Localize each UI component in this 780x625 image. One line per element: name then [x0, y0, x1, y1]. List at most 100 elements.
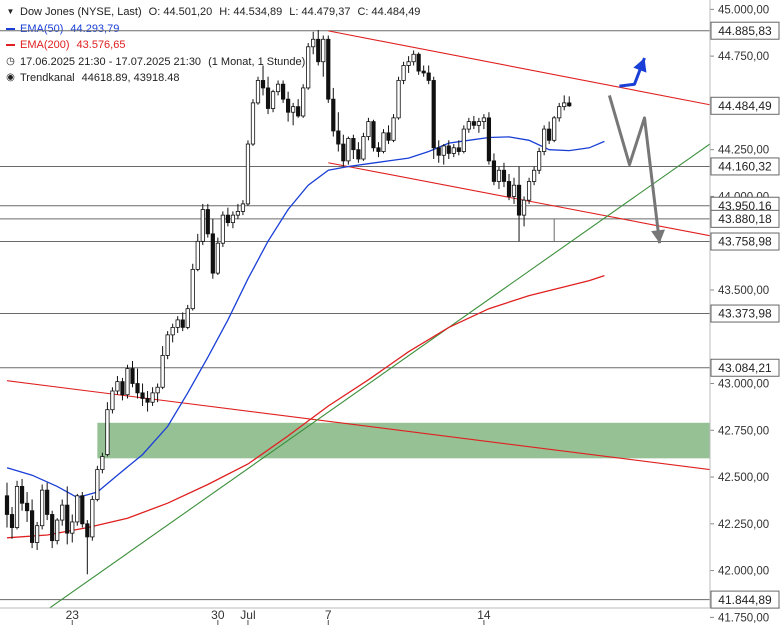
y-tick-label: 42.000,00	[718, 566, 769, 578]
candle-down	[341, 143, 346, 162]
candle-up	[511, 184, 517, 197]
candle-up	[441, 145, 446, 156]
candle-down	[356, 149, 361, 160]
candle-up	[381, 132, 386, 152]
candle-down	[80, 495, 85, 525]
candle-up	[75, 495, 80, 523]
candle-up	[526, 181, 532, 201]
legend-period-row: ◷ 17.06.2025 21:30 - 17.07.2025 21:30 (1…	[6, 54, 420, 71]
candle-down	[180, 319, 185, 328]
y-tick-label: 42.250,00	[718, 519, 769, 531]
candle-up	[240, 203, 246, 212]
candle-up	[321, 38, 326, 63]
last-price-box	[710, 96, 780, 115]
candle-up	[542, 128, 547, 152]
y-tick-label: 42.750,00	[718, 425, 769, 437]
ema200-value: 43.576,65	[76, 39, 126, 51]
candle-down	[286, 98, 291, 113]
candle-down	[446, 145, 451, 154]
candle-down	[65, 504, 70, 534]
level-box	[710, 21, 780, 40]
candle-up	[532, 169, 537, 182]
level-label: 43.373,98	[718, 307, 772, 321]
level-box	[710, 232, 780, 251]
bear-scenario-arrow-head	[651, 229, 665, 244]
triangle-down-icon[interactable]: ▼	[6, 7, 15, 16]
ohlc-close: C: 44.484,49	[357, 6, 421, 18]
bear-scenario-arrow-path	[607, 94, 662, 244]
candle-up	[552, 117, 557, 141]
target-icon: ◉	[6, 72, 15, 83]
candle-down	[426, 72, 431, 81]
candle-up	[70, 521, 75, 534]
candle-down	[547, 128, 552, 141]
candle-down	[145, 398, 150, 403]
candle-down	[130, 368, 135, 384]
candle-down	[9, 514, 15, 528]
candle-down	[386, 132, 391, 141]
ema200-line-icon	[6, 44, 15, 47]
candle-down	[4, 495, 10, 515]
ohlc-open: O: 44.501,20	[148, 6, 213, 18]
ema50-label: EMA(50)	[20, 22, 64, 35]
candle-up	[361, 136, 366, 160]
candle-down	[296, 106, 301, 117]
candle-up	[40, 489, 45, 527]
level-box	[710, 304, 780, 323]
level-label: 44.885,83	[718, 24, 772, 38]
ohlc-low: L: 44.479,37	[289, 6, 351, 18]
chart-legend: ▼ Dow Jones (NYSE, Last) O: 44.501,20 H:…	[6, 4, 420, 87]
candle-up	[110, 390, 115, 411]
candle-down	[45, 489, 50, 515]
candle-down	[29, 510, 35, 543]
candle-up	[55, 519, 60, 542]
candle-down	[85, 523, 90, 538]
candle-up	[195, 240, 200, 270]
candle-up	[346, 138, 351, 162]
candle-up	[215, 242, 220, 274]
legend-ema200-row: EMA(200) 43.576,65	[6, 37, 420, 54]
candle-up	[476, 121, 481, 126]
candle-up	[521, 199, 527, 216]
candle-up	[466, 121, 471, 130]
candle-up	[60, 504, 65, 521]
x-tick-label: 14	[477, 608, 491, 622]
candle-up	[14, 485, 20, 528]
candle-up	[411, 53, 416, 63]
candle-down	[471, 121, 476, 126]
legend-ema50-row: EMA(50) 44.293,79	[6, 21, 420, 38]
candle-down	[140, 392, 145, 399]
candle-up	[557, 106, 562, 119]
ema200-line	[6, 274, 605, 539]
level-box	[710, 209, 780, 228]
candle-up	[115, 381, 120, 392]
ema50-line-icon	[6, 27, 15, 30]
candle-down	[421, 70, 426, 74]
candle-down	[260, 80, 266, 89]
x-tick-label: 23	[66, 608, 80, 622]
candle-down	[371, 121, 376, 149]
candle-up	[230, 214, 235, 224]
candle-up	[100, 456, 105, 470]
candle-down	[431, 80, 436, 149]
clock-icon: ◷	[6, 55, 15, 67]
candle-down	[501, 169, 507, 182]
candle-down	[24, 502, 30, 512]
x-tick-label: 7	[325, 608, 332, 622]
candle-up	[90, 499, 95, 538]
legend-channel-row: ◉ Trendkanal 44618.89, 43918.48	[6, 70, 420, 87]
level-label: 43.880,18	[718, 212, 772, 226]
y-tick-label: 41.750,00	[718, 612, 769, 624]
channel-label: Trendkanal	[20, 72, 75, 84]
ema50-line	[6, 136, 605, 499]
channel-values: 44618.89, 43918.48	[81, 72, 180, 84]
y-tick-label: 44.250,00	[718, 145, 769, 157]
y-tick-label: 45.000,00	[718, 4, 769, 16]
trendline-channel-upper	[328, 30, 710, 106]
candle-up	[235, 210, 241, 216]
candle-up	[200, 209, 205, 242]
candle-down	[120, 381, 125, 396]
level-box	[710, 590, 780, 609]
candle-up	[190, 268, 195, 310]
